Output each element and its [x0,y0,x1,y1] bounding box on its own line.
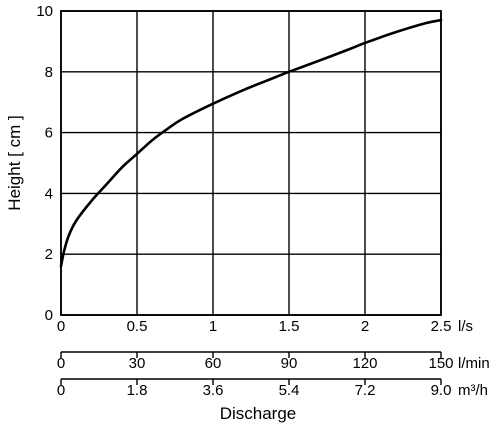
x-tick-label: 5.4 [279,382,300,399]
curve-layer [59,18,443,268]
x-tick-label: 30 [129,355,146,372]
y-axis-label: Height [ cm ] [5,115,24,210]
x-tick-label: 150 [428,355,453,372]
x-tick-label: 0 [57,318,65,335]
x-axis-label: Discharge [220,404,297,423]
x-tick-label: 2.5 [431,318,452,335]
x-tick-label: 1 [209,318,217,335]
y-tick-label: 0 [45,307,53,324]
x-tick-label: 0 [57,355,65,372]
x-tick-label: 1.5 [279,318,300,335]
plot-frame [60,10,442,316]
y-tick-labels: 0 2 4 6 8 10 [36,3,53,324]
x-axes: 0 0.5 1 1.5 2 2.5 l/s 0 30 60 90 120 150 l/min 0 1.8 3.6… [57,318,490,399]
y-tick-label: 6 [45,125,53,142]
x-axis-unit: l/min [458,355,490,372]
x-tick-label: 9.0 [431,382,452,399]
series-line [59,18,443,268]
x-tick-label: 0.5 [127,318,148,335]
y-tick-label: 2 [45,246,53,263]
x-axis-1: 0 30 60 90 120 150 l/min [57,351,490,372]
x-axis-0: 0 0.5 1 1.5 2 2.5 l/s [57,318,473,335]
x-tick-label: 1.8 [127,382,148,399]
x-tick-label: 60 [205,355,222,372]
y-tick-label: 10 [36,3,53,20]
x-axis-unit: m³/h [458,382,488,399]
x-tick-label: 2 [361,318,369,335]
x-axis-unit: l/s [458,318,473,335]
y-tick-label: 8 [45,64,53,81]
y-tick-label: 4 [45,185,53,202]
x-tick-label: 0 [57,382,65,399]
x-axis-2: 0 1.8 3.6 5.4 7.2 9.0 m³/h [57,378,488,399]
grid [60,10,442,316]
x-tick-label: 120 [352,355,377,372]
x-tick-label: 90 [281,355,298,372]
x-tick-label: 7.2 [355,382,376,399]
x-tick-label: 3.6 [203,382,224,399]
